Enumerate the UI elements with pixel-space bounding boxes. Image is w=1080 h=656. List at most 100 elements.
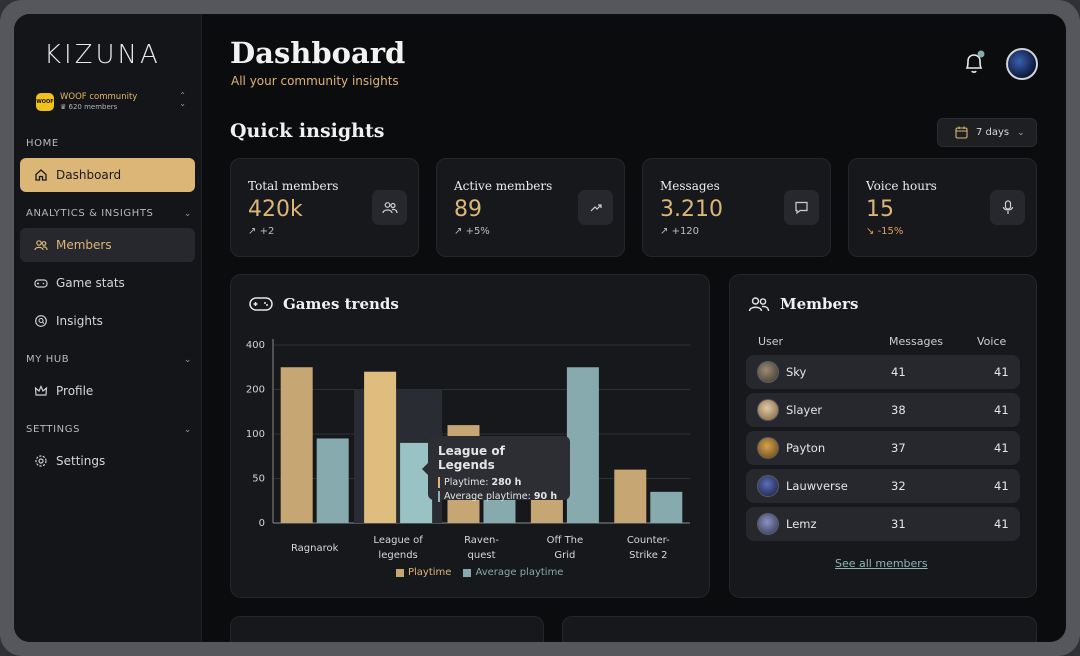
stat-delta-value: +5%	[465, 226, 490, 237]
stat-value: 89	[454, 197, 482, 222]
avatar	[757, 399, 779, 421]
stat-value: 15	[866, 197, 894, 222]
bar-average	[316, 438, 349, 523]
legend-swatch-playtime	[396, 568, 404, 577]
tooltip-average-label: Average playtime:	[444, 491, 531, 502]
bottom-card-left	[230, 616, 544, 642]
column-messages: Messages	[889, 335, 943, 348]
stat-label: Active members	[454, 179, 553, 193]
stat-delta-value: +120	[671, 226, 700, 237]
section-analytics-label: ANALYTICS & INSIGHTS	[26, 208, 154, 219]
section-hub[interactable]: MY HUB ⌄	[26, 354, 192, 365]
games-trends-chart: 0 50 100 200 400 Ragnarok League of legends Rave…	[246, 339, 690, 561]
member-row[interactable]: Payton 37 41	[746, 431, 1020, 465]
chevron-down-icon: ⌄	[183, 424, 192, 435]
member-name: Lemz	[786, 517, 817, 531]
community-member-count: 620 members	[68, 102, 118, 111]
tooltip-playtime-label: Playtime:	[444, 477, 489, 488]
sidebar-item-members[interactable]: Members	[20, 228, 195, 262]
community-name: WOOF community	[60, 92, 138, 103]
member-name: Lauwverse	[786, 479, 848, 493]
members-title: Members	[748, 295, 858, 313]
chat-icon	[784, 190, 819, 225]
member-row[interactable]: Lauwverse 32 41	[746, 469, 1020, 503]
sidebar-item-members-label: Members	[56, 238, 112, 252]
stat-delta: ↗ +5%	[454, 226, 490, 237]
avatar	[757, 475, 779, 497]
y-tick-label: 100	[246, 429, 265, 440]
y-tick-label: 400	[246, 340, 265, 351]
screen: KIZUNA WOOF WOOF community ♛ 620 members…	[14, 14, 1066, 642]
users-icon	[748, 297, 770, 312]
gamepad-icon	[249, 297, 273, 311]
chart-tooltip: League of Legends Playtime: 280 h Averag…	[422, 436, 570, 502]
stat-label: Messages	[660, 179, 720, 193]
sidebar-item-dashboard[interactable]: Dashboard	[20, 158, 195, 192]
tooltip-average: Average playtime: 90 h	[438, 491, 560, 502]
tooltip-playtime: Playtime: 280 h	[438, 477, 560, 488]
stat-card-voice-hours: Voice hours 15 ↘ -15%	[848, 158, 1037, 257]
section-settings[interactable]: SETTINGS ⌄	[26, 424, 192, 435]
section-home: HOME	[26, 138, 192, 149]
y-tick-label: 50	[252, 474, 265, 485]
section-hub-label: MY HUB	[26, 354, 70, 365]
member-voice: 41	[994, 365, 1009, 379]
home-icon	[34, 168, 48, 182]
stat-value: 420k	[248, 197, 303, 222]
tooltip-playtime-value: 280 h	[491, 477, 522, 488]
bar-playtime	[280, 367, 313, 523]
member-row[interactable]: Lemz 31 41	[746, 507, 1020, 541]
sidebar-item-settings[interactable]: Settings	[20, 444, 195, 478]
community-badge: WOOF	[36, 93, 54, 111]
stat-delta-value: +2	[259, 226, 275, 237]
y-tick-label: 0	[259, 518, 265, 529]
chevron-down-icon: ⌄	[1017, 127, 1025, 138]
x-tick-label: Counter-	[627, 535, 670, 546]
page-subtitle: All your community insights	[231, 74, 399, 88]
member-row[interactable]: Slayer 38 41	[746, 393, 1020, 427]
sidebar-item-insights-label: Insights	[56, 314, 103, 328]
chevron-down-icon: ⌄	[183, 208, 192, 219]
games-trends-title-label: Games trends	[283, 295, 399, 313]
stat-value: 3.210	[660, 197, 723, 222]
bottom-card-right	[562, 616, 1037, 642]
avatar	[757, 361, 779, 383]
legend-playtime-label: Playtime	[408, 567, 452, 578]
section-analytics[interactable]: ANALYTICS & INSIGHTS ⌄	[26, 208, 192, 219]
stat-card-active-members: Active members 89 ↗ +5%	[436, 158, 625, 257]
member-voice: 41	[994, 441, 1009, 455]
sidebar-item-insights[interactable]: Insights	[20, 304, 195, 338]
bar-average	[400, 442, 433, 523]
sidebar-item-profile[interactable]: Profile	[20, 374, 195, 408]
stat-label: Voice hours	[866, 179, 937, 193]
stat-delta: ↗ +2	[248, 226, 275, 237]
user-avatar[interactable]	[1006, 48, 1038, 80]
sidebar: KIZUNA WOOF WOOF community ♛ 620 members…	[14, 14, 202, 642]
x-tick-label: Raven-	[464, 535, 499, 546]
x-tick-label: League of	[373, 535, 423, 546]
sidebar-item-game-stats[interactable]: Game stats	[20, 266, 195, 300]
sidebar-item-profile-label: Profile	[56, 384, 94, 398]
notifications-bell-icon[interactable]	[962, 50, 986, 76]
sidebar-item-game-stats-label: Game stats	[56, 276, 125, 290]
section-home-label: HOME	[26, 138, 59, 149]
member-row[interactable]: Sky 41 41	[746, 355, 1020, 389]
member-messages: 38	[891, 403, 906, 417]
member-name: Sky	[786, 365, 807, 379]
page-title: Dashboard	[230, 36, 406, 70]
sidebar-item-dashboard-label: Dashboard	[56, 168, 122, 182]
member-messages: 32	[891, 479, 906, 493]
see-all-members-link[interactable]: See all members	[835, 557, 928, 570]
stat-delta: ↗ +120	[660, 226, 700, 237]
member-voice: 41	[994, 479, 1009, 493]
microphone-icon	[990, 190, 1025, 225]
chart-legend: Playtime Average playtime	[396, 567, 575, 578]
crown-icon	[34, 384, 48, 398]
member-voice: 41	[994, 403, 1009, 417]
date-range-dropdown[interactable]: 7 days ⌄	[937, 118, 1037, 147]
bar-average	[566, 367, 599, 523]
community-switcher[interactable]: WOOF WOOF community ♛ 620 members ⌃ ⌄	[36, 90, 186, 114]
bar-playtime	[614, 469, 647, 523]
member-voice: 41	[994, 517, 1009, 531]
